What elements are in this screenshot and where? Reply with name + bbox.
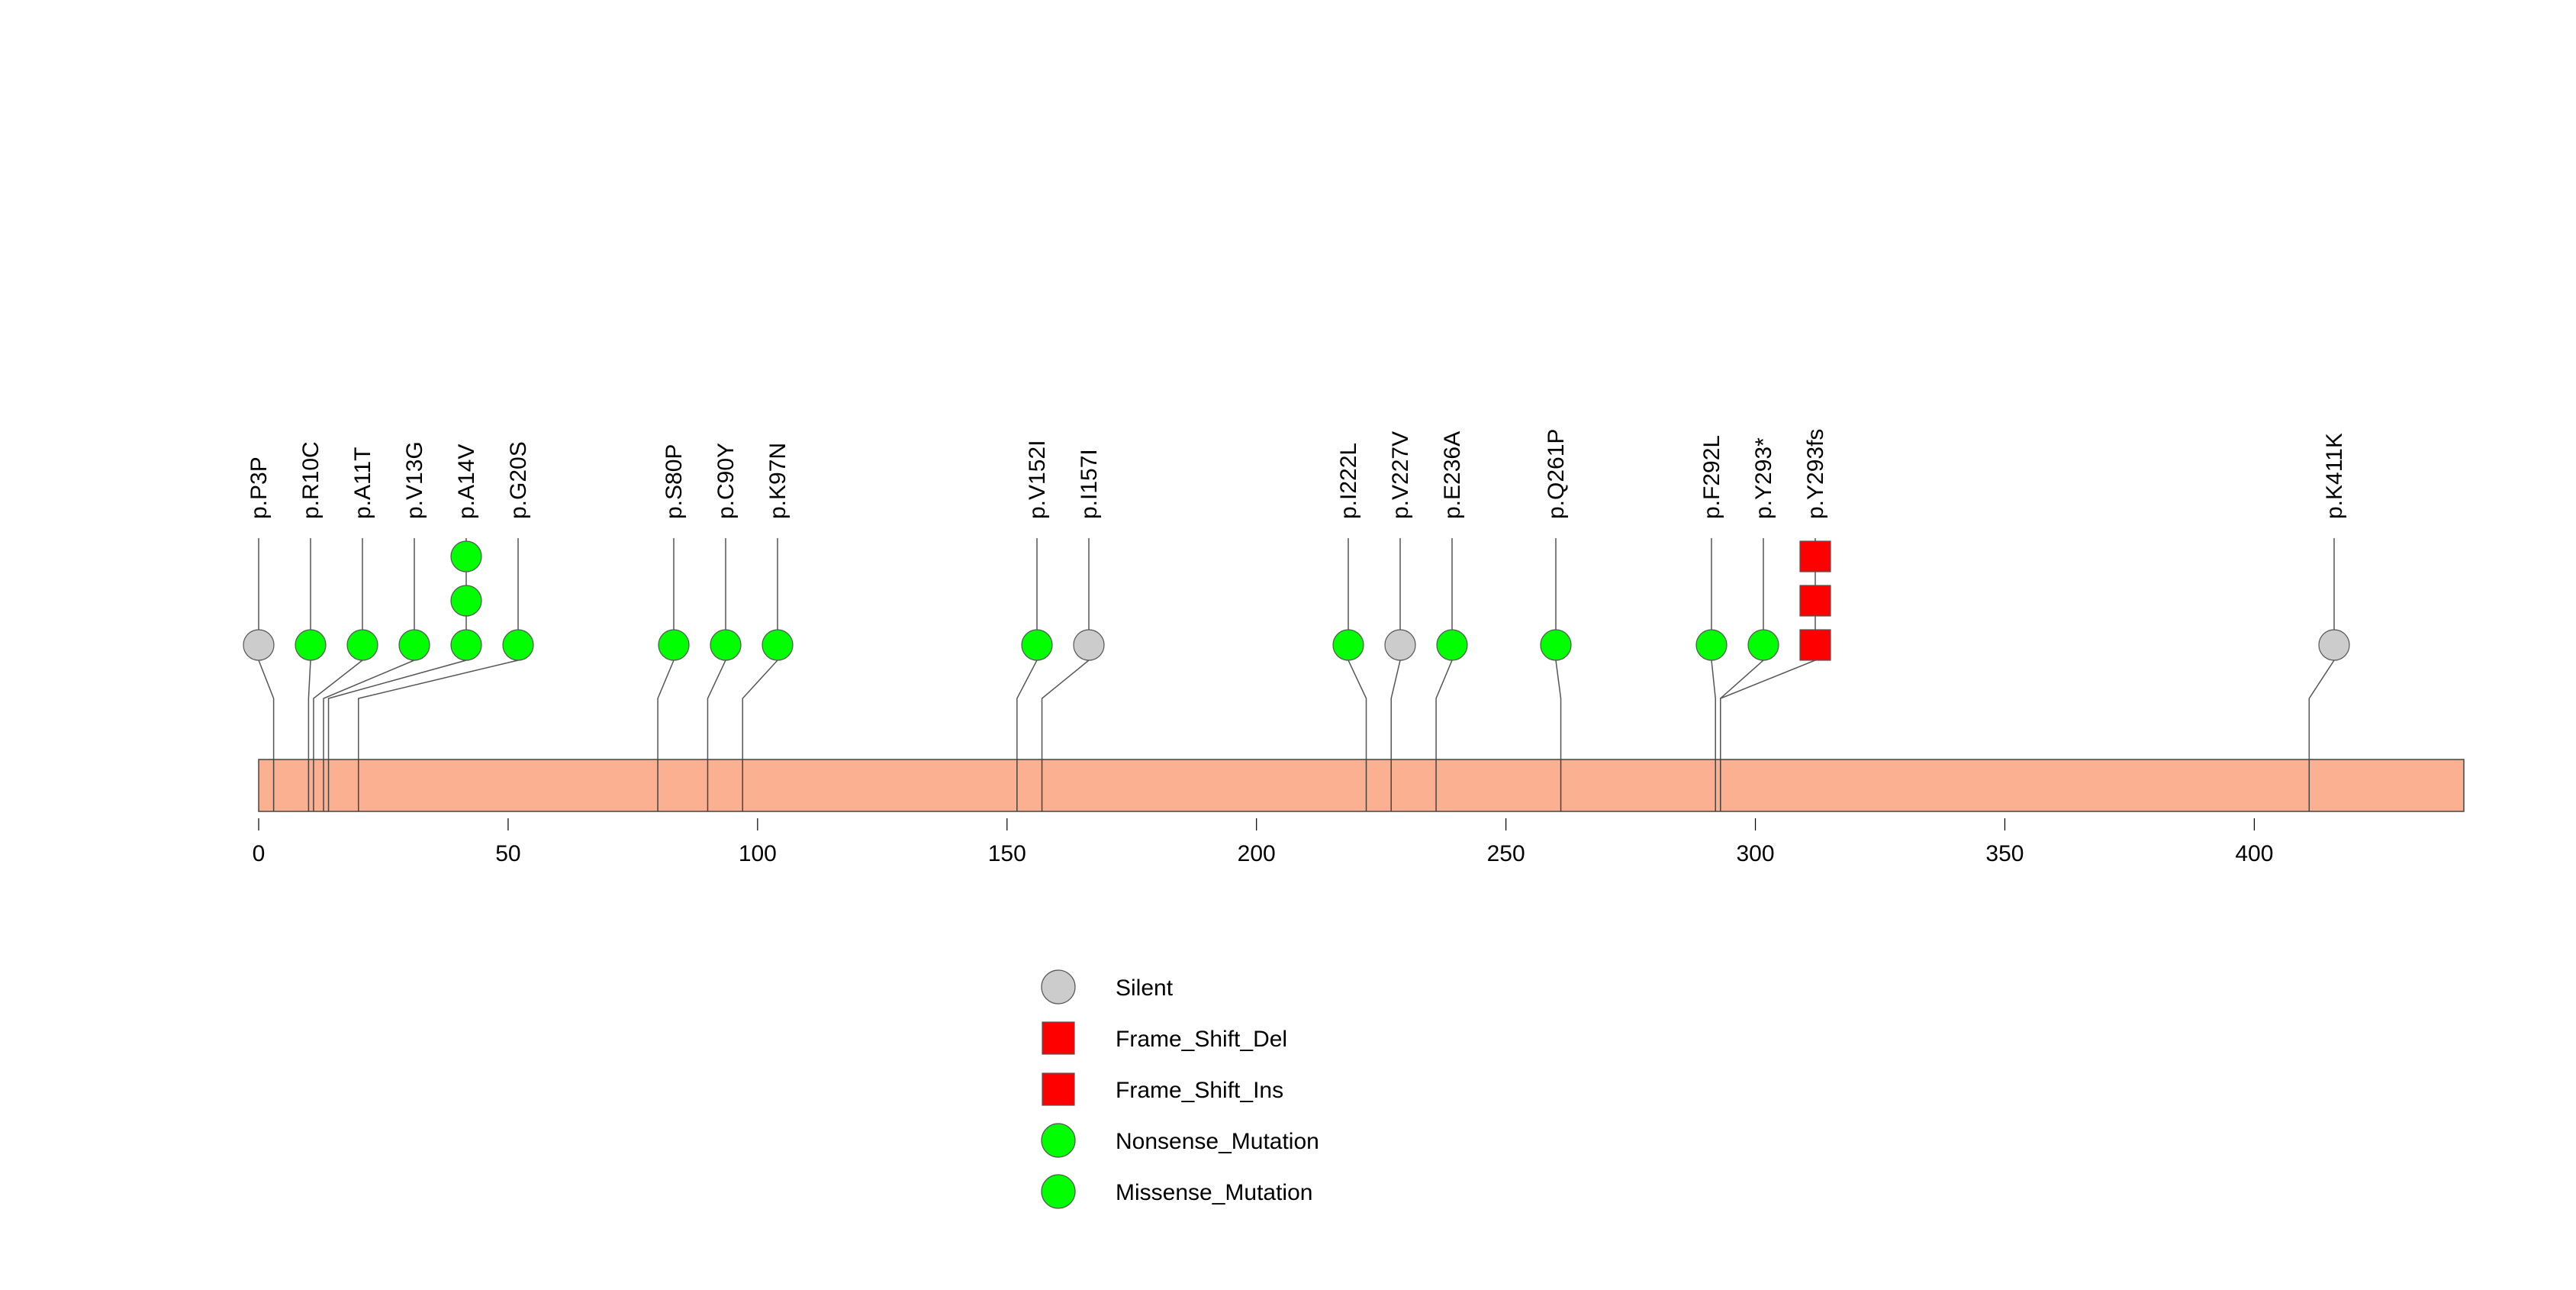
x-tick-label: 250 — [1487, 841, 1525, 866]
mutation-label: p.Y293fs — [1803, 429, 1828, 519]
mutation-stem — [323, 538, 415, 759]
mutation-marker — [1332, 629, 1364, 661]
mutation-label: p.A11T — [350, 447, 375, 520]
mutation-label: p.P3P — [246, 456, 272, 519]
mutation-label: p.V13G — [402, 441, 427, 519]
mutation-stem — [657, 538, 675, 759]
mutation-label: p.S80P — [662, 444, 687, 519]
mutation-marker — [1021, 629, 1053, 661]
mutation-marker — [1073, 629, 1105, 661]
legend: Silent Frame_Shift_Del Frame_Shift_Ins Nons… — [1041, 969, 1319, 1209]
mutation-stem — [1435, 538, 1453, 759]
mutation-stem — [2308, 538, 2335, 759]
mutation-marker — [346, 629, 378, 661]
legend-label: Silent — [1116, 976, 1174, 1001]
mutation-label: p.R10C — [298, 441, 324, 519]
mutation-marker — [502, 629, 534, 661]
x-tick-label: 200 — [1238, 841, 1276, 866]
mutation-label: p.A14V — [454, 444, 479, 519]
mutation-stem — [1390, 538, 1401, 759]
x-tick-label: 150 — [988, 841, 1026, 866]
mutation-marker — [1695, 629, 1728, 661]
mutation-stem — [1555, 538, 1562, 759]
mutation-marker — [450, 629, 482, 661]
mutation-stem — [358, 538, 519, 759]
mutation-position-marks — [272, 759, 2310, 811]
legend-label: Frame_Shift_Del — [1116, 1027, 1287, 1052]
mutation-label: p.I157I — [1077, 449, 1102, 519]
mutation-label: p.K411K — [2322, 433, 2347, 519]
mutation-stem — [707, 538, 726, 759]
mutation-label: p.V227V — [1388, 431, 1413, 519]
mutation-marker — [1384, 629, 1416, 661]
mutation-marker — [1799, 540, 1831, 572]
x-tick-label: 100 — [739, 841, 777, 866]
mutation-marker — [710, 629, 742, 661]
mutation-stem — [313, 538, 363, 759]
mutation-stem — [742, 538, 778, 759]
mutation-stem — [1016, 538, 1038, 759]
mutation-marker — [658, 629, 690, 661]
mutation-label: p.G20S — [506, 441, 531, 519]
mutation-marker — [450, 585, 482, 617]
mutation-stem — [1348, 538, 1367, 759]
mutation-label: p.F292L — [1699, 435, 1724, 519]
legend-marker — [1041, 1123, 1076, 1158]
stems-layer — [258, 538, 2335, 759]
legend-marker — [1041, 1174, 1076, 1209]
mutation-marker — [1799, 629, 1831, 661]
mutation-label: p.Q261P — [1544, 429, 1569, 519]
legend-label: Missense_Mutation — [1116, 1180, 1312, 1205]
mutation-stem — [308, 538, 311, 759]
legend-marker — [1042, 1072, 1075, 1106]
x-tick-label: 350 — [1985, 841, 2024, 866]
mutation-label: p.K97N — [765, 443, 791, 519]
mutation-marker — [2318, 629, 2350, 661]
mutation-marker — [295, 629, 327, 661]
x-tick-label: 300 — [1737, 841, 1775, 866]
legend-label: Nonsense_Mutation — [1116, 1129, 1319, 1154]
mutation-marker — [1436, 629, 1468, 661]
x-axis: 0 50 100 150 200 250 300 350 400 — [253, 818, 2273, 866]
x-tick-label: 400 — [2235, 841, 2273, 866]
mutation-label: p.V152I — [1025, 440, 1050, 519]
mutation-marker — [762, 629, 794, 661]
mutation-label: p.Y293* — [1751, 437, 1776, 519]
mutation-marker — [1799, 585, 1831, 617]
mutation-marker — [243, 629, 275, 661]
mutation-label: p.I222L — [1336, 443, 1361, 519]
mutation-marker — [1540, 629, 1572, 661]
mutation-marker — [450, 540, 482, 572]
legend-marker — [1041, 969, 1076, 1005]
mutation-stem — [1711, 538, 1716, 759]
mutation-labels: p.P3P p.R10C p.A11T p.V13G p.A14V p.G20S p.S80… — [246, 429, 2347, 519]
mutation-stem — [1041, 538, 1090, 759]
x-tick-label: 0 — [253, 841, 266, 866]
mutation-stem — [258, 538, 275, 759]
mutation-markers — [243, 540, 2350, 661]
protein-bar — [258, 759, 2465, 812]
mutation-label: p.C90Y — [713, 443, 739, 519]
mutation-label: p.E236A — [1440, 431, 1465, 519]
mutation-marker — [398, 629, 430, 661]
x-tick-label: 50 — [495, 841, 520, 866]
legend-label: Frame_Shift_Ins — [1116, 1078, 1283, 1103]
legend-marker — [1042, 1021, 1075, 1055]
mutation-marker — [1747, 629, 1779, 661]
